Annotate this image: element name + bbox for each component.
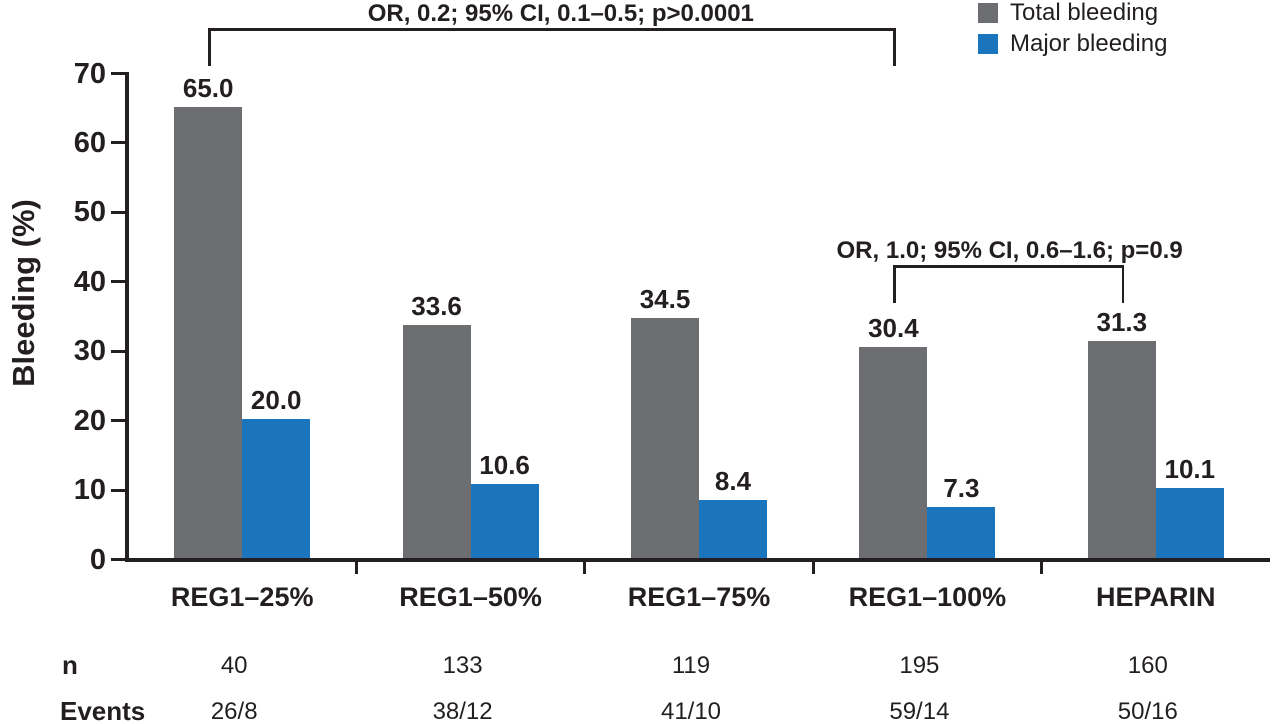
legend: Total bleeding Major bleeding [978, 1, 1167, 56]
table-cell-n: 133 [442, 652, 483, 679]
y-axis-tick [111, 141, 128, 145]
bar-value-label: 34.5 [639, 284, 691, 315]
x-axis-line [125, 558, 1270, 562]
legend-label-major-bleeding: Major bleeding [1010, 30, 1168, 57]
x-axis-category-label: REG1–75% [627, 582, 771, 612]
bar-total-bleeding [402, 324, 471, 558]
x-axis-tick [811, 561, 815, 574]
bar-value-label: 31.3 [1096, 306, 1148, 337]
bar-total-bleeding [1087, 340, 1156, 558]
bar-major-bleeding [242, 419, 311, 558]
y-axis-tick [111, 488, 128, 492]
x-axis-tick [1040, 561, 1044, 574]
table-row-label-events: Events [60, 696, 146, 724]
y-axis-tick [111, 210, 128, 214]
y-axis-tick-label: 30 [73, 335, 106, 368]
table-cell-n: 160 [1127, 652, 1168, 679]
y-axis-tick [111, 72, 128, 75]
bar-major-bleeding [1155, 487, 1224, 558]
bar-major-bleeding [470, 484, 539, 558]
table-cell-events: 41/10 [660, 698, 722, 724]
table-cell-events: 26/8 [210, 698, 258, 724]
bar-value-label: 8.4 [714, 465, 752, 496]
y-axis-tick [111, 558, 128, 561]
comparison-bracket-leg [893, 265, 896, 303]
table-cell-n: 119 [671, 652, 711, 679]
legend-item-total-bleeding: Total bleeding [978, 1, 1167, 25]
bar-value-label: 65.0 [182, 72, 234, 103]
bar-total-bleeding [631, 318, 699, 558]
bar-total-bleeding [174, 106, 243, 558]
x-axis-category-label: REG1–50% [399, 582, 542, 612]
bar-value-label: 33.6 [411, 290, 462, 321]
legend-label-total-bleeding: Total bleeding [1010, 0, 1159, 26]
y-axis-tick-label: 60 [73, 126, 106, 159]
table-cell-events: 59/14 [889, 698, 950, 724]
annotation-or-comparison-1: OR, 0.2; 95% CI, 0.1–0.5; p>0.0001 [367, 0, 754, 27]
y-axis-tick-label: 20 [73, 404, 106, 437]
bar-major-bleeding [699, 499, 767, 558]
table-cell-n: 40 [220, 652, 248, 679]
comparison-bracket-leg [208, 28, 211, 66]
y-axis-tick-label: 10 [73, 474, 106, 507]
annotation-or-comparison-2: OR, 1.0; 95% CI, 0.6–1.6; p=0.9 [836, 237, 1183, 264]
y-axis-line [125, 72, 129, 562]
y-axis-tick [111, 280, 128, 284]
table-row-label-n: n [62, 650, 78, 680]
bar-value-label: 10.6 [479, 450, 530, 481]
y-axis-tick-label: 70 [73, 57, 106, 90]
bar-value-label: 30.4 [868, 312, 919, 343]
bar-value-label: 20.0 [250, 385, 302, 416]
bar-major-bleeding [927, 507, 996, 558]
bar-total-bleeding [859, 346, 928, 558]
comparison-bracket [893, 265, 1125, 268]
legend-item-major-bleeding: Major bleeding [978, 32, 1167, 56]
bar-value-label: 10.1 [1164, 453, 1216, 484]
y-axis-tick-label: 40 [73, 265, 106, 298]
table-cell-n: 195 [899, 652, 940, 679]
x-axis-category-label: HEPARIN [1096, 582, 1216, 612]
table-cell-events: 38/12 [432, 698, 493, 724]
y-axis-tick-label: 0 [89, 543, 106, 576]
y-axis-tick-label: 50 [73, 196, 106, 229]
total-bleeding-swatch-icon [978, 3, 998, 23]
x-axis-tick [583, 561, 587, 574]
y-axis-tick [111, 419, 128, 423]
comparison-bracket-leg [893, 28, 896, 66]
x-axis-category-label: REG1–100% [848, 582, 1007, 612]
comparison-bracket-leg [1121, 265, 1125, 303]
table-cell-events: 50/16 [1117, 698, 1178, 724]
x-axis-tick [354, 561, 358, 574]
bar-value-label: 7.3 [943, 473, 980, 504]
y-axis-tick [111, 349, 128, 353]
comparison-bracket [208, 28, 896, 31]
major-bleeding-swatch-icon [978, 34, 998, 54]
x-axis-category-label: REG1–25% [170, 582, 314, 612]
